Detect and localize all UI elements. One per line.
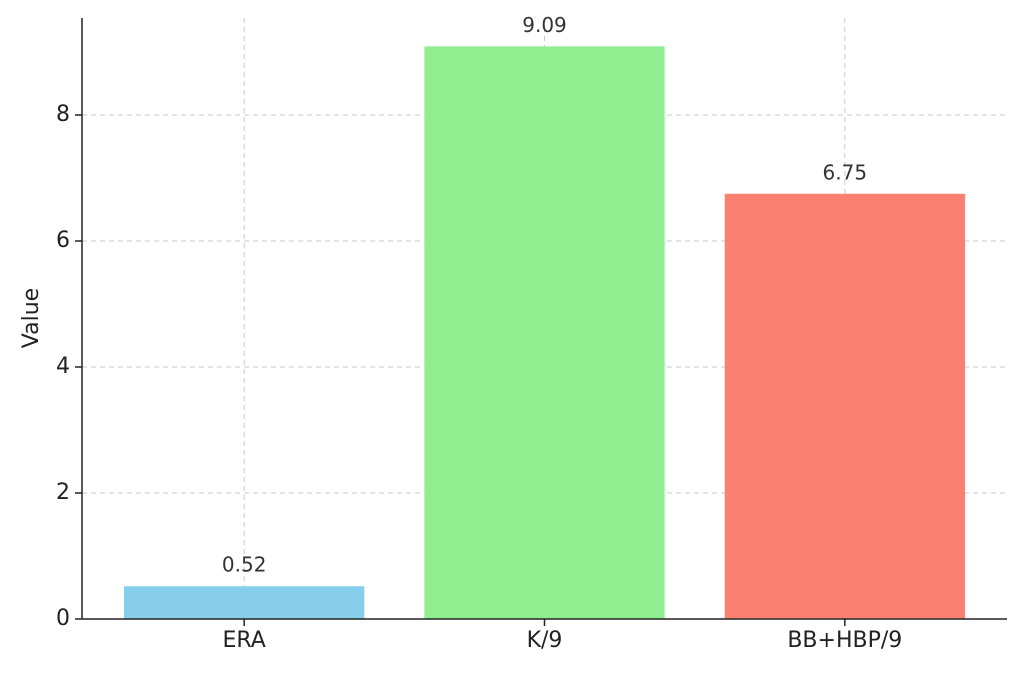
bar: [724, 193, 965, 619]
x-tick-label: K/9: [527, 628, 563, 653]
y-tick-label: 6: [56, 228, 70, 253]
x-tick-label: ERA: [222, 628, 265, 653]
y-axis-label: Value: [19, 288, 44, 348]
value-label: 6.75: [823, 160, 868, 184]
value-label: 9.09: [522, 13, 567, 37]
bar: [424, 46, 665, 619]
y-tick-label: 8: [56, 102, 70, 127]
value-label: 0.52: [222, 553, 267, 577]
bar: [124, 586, 365, 619]
y-tick-label: 0: [56, 606, 70, 631]
x-tick-label: BB+HBP/9: [787, 628, 902, 653]
y-tick-label: 4: [56, 354, 70, 379]
y-tick-label: 2: [56, 480, 70, 505]
